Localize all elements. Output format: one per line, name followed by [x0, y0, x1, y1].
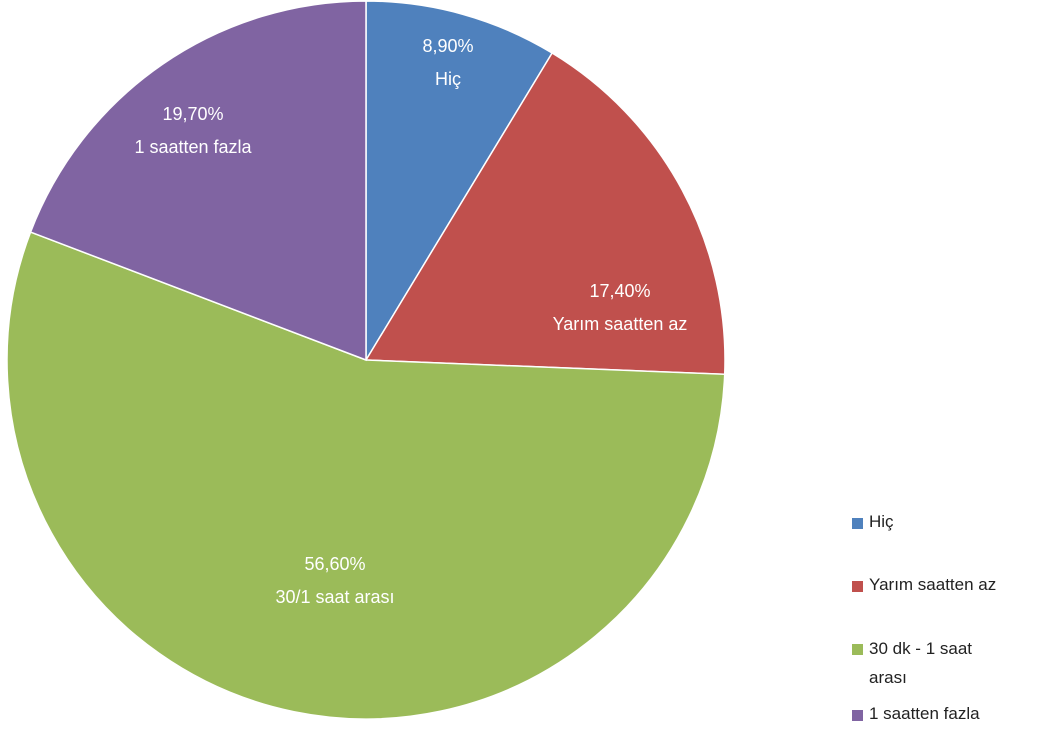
- pie-slice: [29, 0, 367, 362]
- legend-swatch: [852, 581, 863, 592]
- legend-label: Hiç: [869, 512, 894, 531]
- pie-slice: [365, 0, 554, 363]
- data-label-name: 30/1 saat arası: [275, 587, 394, 607]
- data-label: 19,70%: [162, 104, 223, 124]
- data-label-name: Hiç: [435, 69, 461, 89]
- legend-label: 1 saatten fazla: [869, 704, 980, 723]
- pie-slice: [6, 231, 726, 720]
- data-label-name: 1 saatten fazla: [134, 137, 252, 157]
- legend-item: 1 saatten fazla: [852, 704, 980, 727]
- data-label: 17,40%: [589, 281, 650, 301]
- legend-swatch: [852, 710, 863, 721]
- pie-slice: [364, 51, 726, 376]
- legend-swatch: [852, 518, 863, 529]
- legend-label: 30 dk - 1 saat arası: [869, 639, 973, 687]
- legend-item: 30 dk - 1 saat arası: [852, 639, 999, 692]
- data-label-name: Yarım saatten az: [553, 314, 688, 334]
- legend-item: Hiç: [852, 512, 894, 535]
- data-label: 8,90%: [422, 36, 473, 56]
- legend-item: Yarım saatten az: [852, 575, 996, 598]
- legend-swatch: [852, 644, 863, 655]
- legend-label: Yarım saatten az: [869, 575, 997, 594]
- data-label: 56,60%: [304, 554, 365, 574]
